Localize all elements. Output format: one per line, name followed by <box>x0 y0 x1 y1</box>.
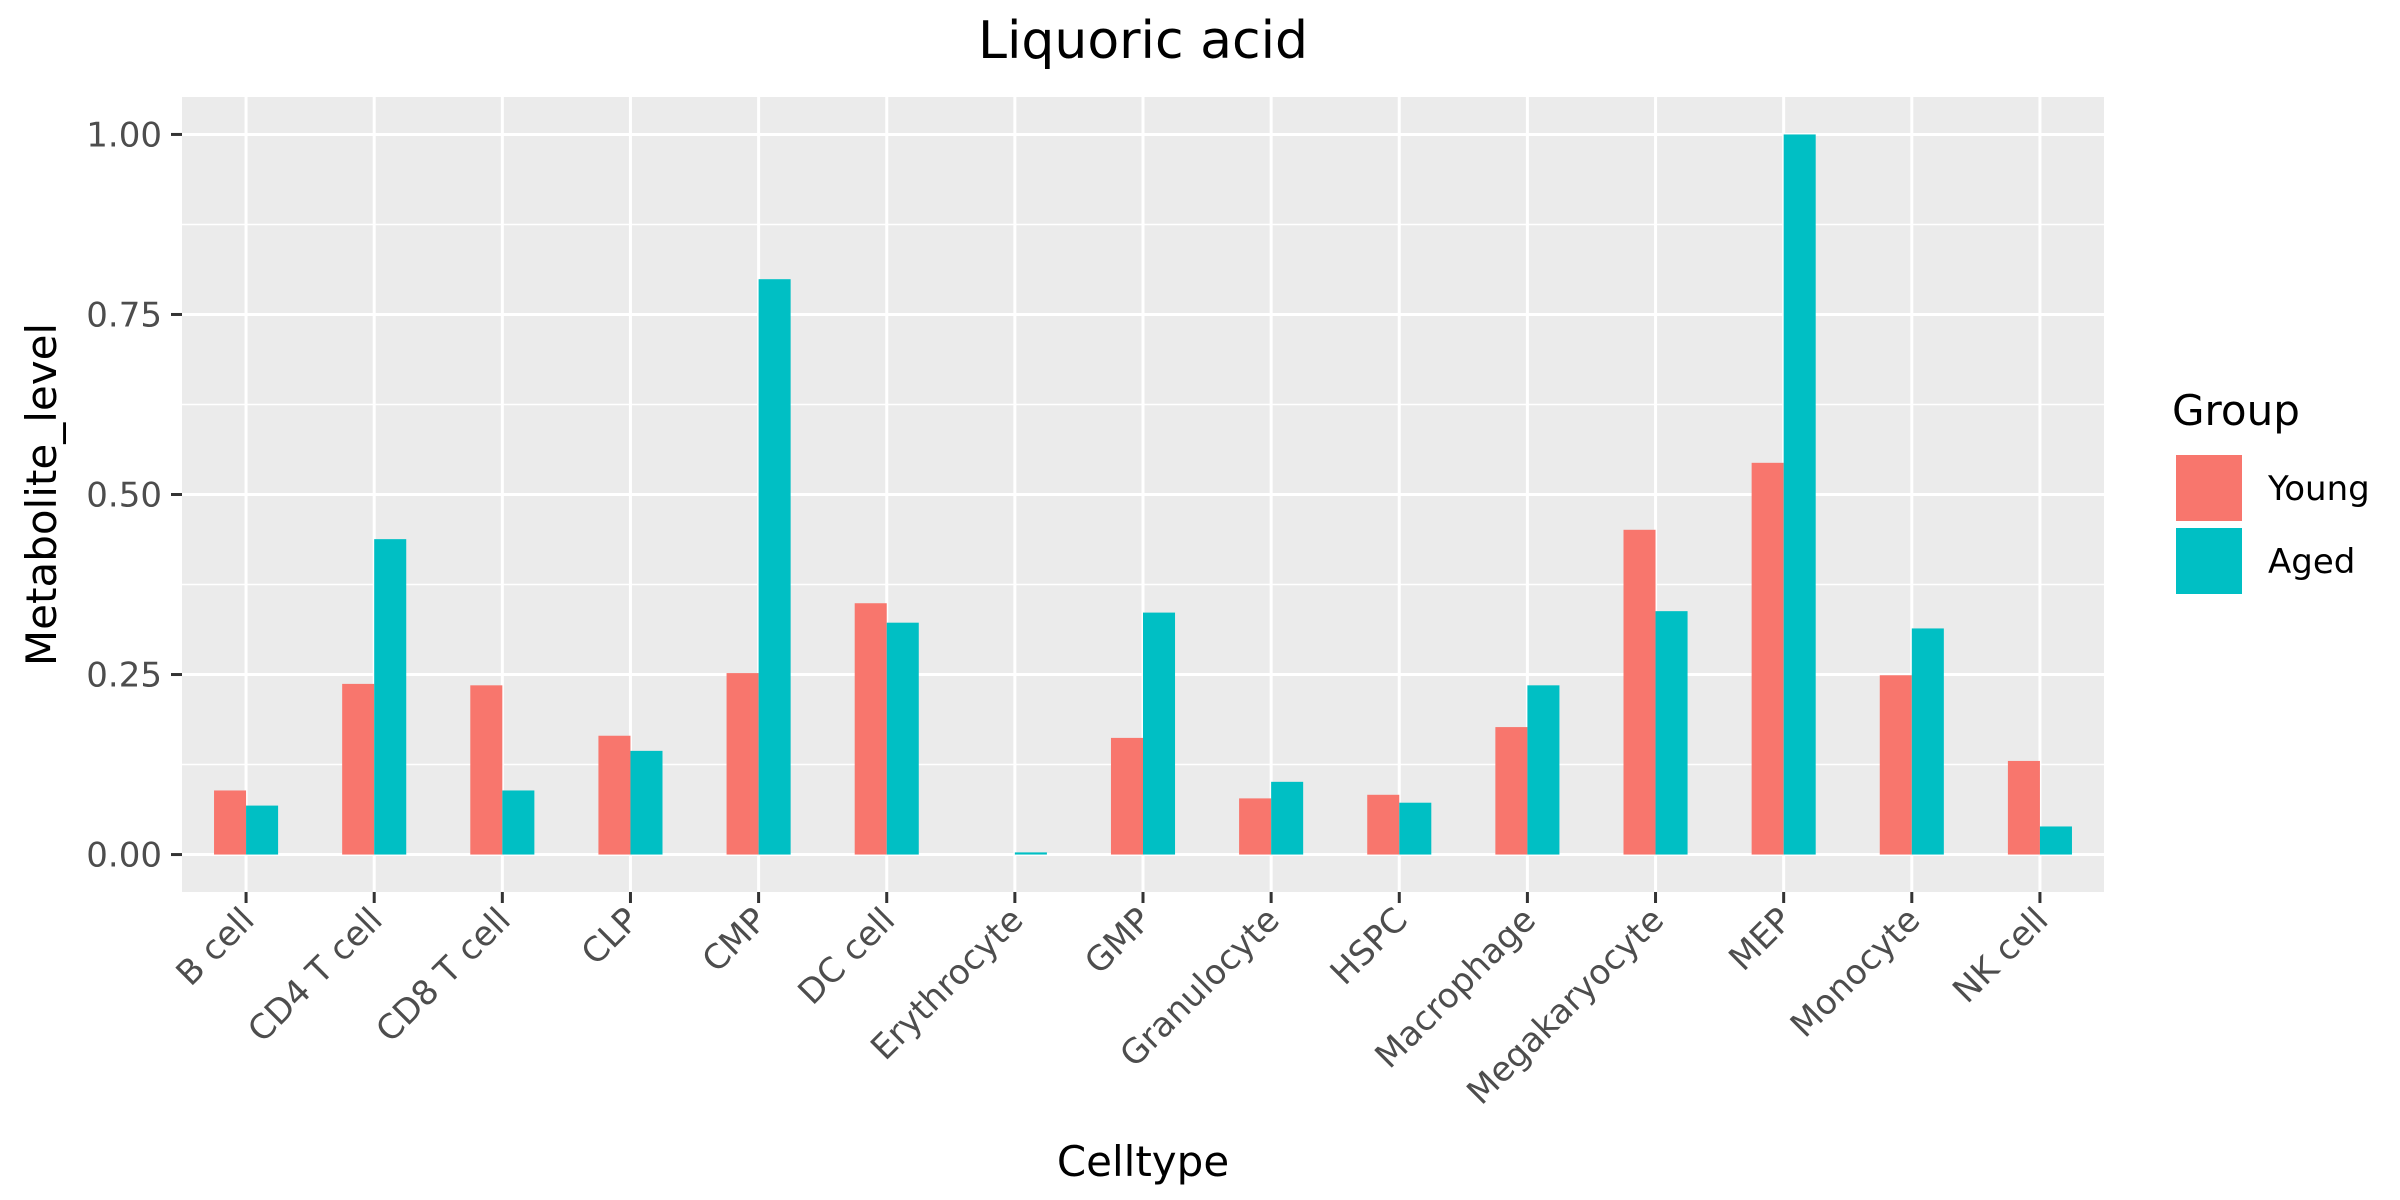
y-tick-label: 0.75 <box>86 295 162 335</box>
bar-aged-cd8-t-cell <box>502 790 535 855</box>
legend: Group Young Aged <box>2172 386 2370 594</box>
bar-aged-nk-cell <box>2039 826 2072 855</box>
x-tick-label: CMP <box>695 900 775 980</box>
bar-aged-monocyte <box>1911 628 1944 855</box>
x-tick-label: MEP <box>1721 900 1800 979</box>
x-axis-title: Celltype <box>1057 1137 1229 1186</box>
y-tick-label: 0.00 <box>86 836 162 876</box>
x-tick-label: GMP <box>1077 900 1159 982</box>
y-tick-label: 0.50 <box>86 476 162 516</box>
bar-young-monocyte <box>1879 675 1912 855</box>
legend-key-aged <box>2176 528 2242 594</box>
bar-aged-macrophage <box>1527 685 1560 855</box>
y-tick-label: 1.00 <box>86 115 162 155</box>
bar-aged-gmp <box>1143 612 1176 855</box>
bar-young-cd4-t-cell <box>342 683 375 855</box>
bar-aged-granulocyte <box>1271 781 1304 855</box>
x-tick-label: DC cell <box>791 900 904 1013</box>
x-tick-label: CLP <box>574 900 647 973</box>
bar-aged-dc-cell <box>886 622 919 855</box>
legend-key-young <box>2176 455 2242 521</box>
bar-aged-clp <box>630 750 663 855</box>
x-tick-label: B cell <box>169 900 263 994</box>
bar-aged-b-cell <box>246 805 279 855</box>
bar-young-cd8-t-cell <box>470 685 503 855</box>
chart-title: Liquoric acid <box>978 11 1308 71</box>
bar-aged-cmp <box>758 279 791 855</box>
bar-young-mep <box>1751 462 1784 855</box>
bar-young-gmp <box>1110 737 1143 855</box>
x-tick-label: HSPC <box>1323 900 1416 993</box>
legend-label-young: Young <box>2267 469 2370 509</box>
bar-young-clp <box>598 735 631 855</box>
bar-young-dc-cell <box>854 603 887 855</box>
x-tick-label: CD8 T cell <box>368 900 518 1050</box>
bar-aged-mep <box>1783 134 1816 855</box>
legend-label-aged: Aged <box>2268 542 2355 582</box>
bar-young-megakaryocyte <box>1623 529 1656 855</box>
x-tick-label: CD4 T cell <box>240 900 390 1050</box>
legend-title: Group <box>2172 386 2300 435</box>
bar-young-cmp <box>726 673 759 855</box>
x-tick-label: Monocyte <box>1783 900 1928 1045</box>
x-tick-label: NK cell <box>1945 900 2056 1011</box>
bar-aged-megakaryocyte <box>1655 611 1688 855</box>
bars <box>214 134 2072 855</box>
bar-young-nk-cell <box>2007 760 2040 855</box>
bar-young-b-cell <box>214 790 247 855</box>
bar-young-hspc <box>1367 794 1400 855</box>
bar-young-granulocyte <box>1239 798 1272 855</box>
bar-aged-erythrocyte <box>1014 852 1047 855</box>
y-axis-title: Metabolite_level <box>17 323 66 666</box>
bar-aged-hspc <box>1399 802 1432 855</box>
bar-aged-cd4-t-cell <box>374 539 407 855</box>
bar-young-macrophage <box>1495 727 1528 855</box>
y-tick-label: 0.25 <box>86 656 162 696</box>
